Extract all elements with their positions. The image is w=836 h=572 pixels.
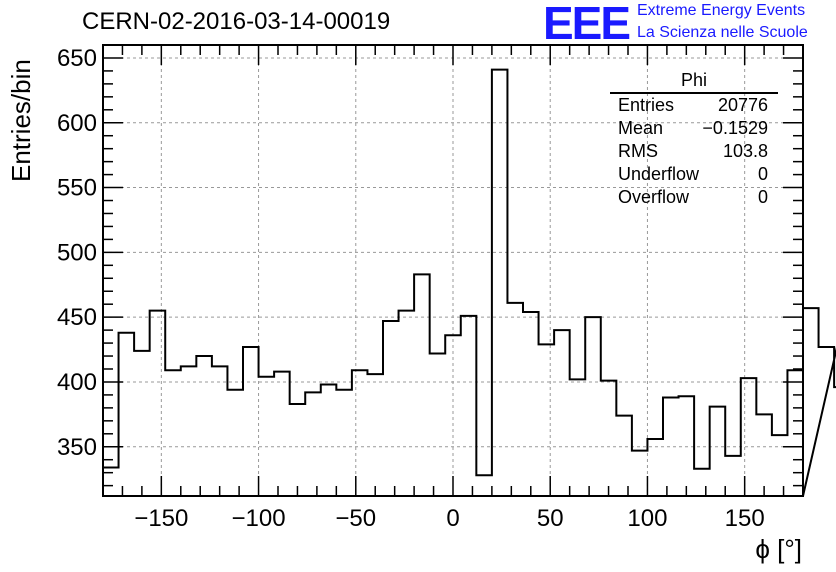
y-tick-label: 450 <box>57 304 97 331</box>
stats-label: Mean <box>618 118 664 138</box>
axis-ticks <box>102 44 804 496</box>
stats-value: 103.8 <box>722 141 768 161</box>
eee-logo: EEE <box>543 0 631 49</box>
stats-name: Phi <box>610 70 778 94</box>
stats-value: 0 <box>757 164 768 184</box>
logo-line-1: Extreme Energy Events <box>637 2 806 19</box>
x-tick-label: 150 <box>725 505 765 532</box>
stats-label: RMS <box>618 141 658 161</box>
stats-label: Entries <box>618 95 675 115</box>
stats-row-overflow: Overflow 0 <box>610 186 778 209</box>
y-tick-label: 550 <box>57 175 97 202</box>
logo-line-2: La Scienza nelle Scuole <box>637 24 808 41</box>
x-tick-label: 50 <box>537 505 564 532</box>
plot-title: CERN-02-2016-03-14-00019 <box>82 8 391 35</box>
stats-label: Overflow <box>618 187 690 207</box>
x-tick-label: 100 <box>627 505 667 532</box>
grid-lines <box>103 45 803 496</box>
histogram-line <box>102 68 836 497</box>
stats-row-rms: RMS 103.8 <box>610 140 778 163</box>
x-axis-label: ϕ [°] <box>755 534 802 564</box>
stats-row-mean: Mean −0.1529 <box>610 117 778 140</box>
stats-value: 20776 <box>717 95 768 115</box>
x-tick-label: −150 <box>134 505 188 532</box>
y-tick-label: 600 <box>57 110 97 137</box>
y-axis-label: Entries/bin <box>6 59 36 182</box>
tick-labels: −150 −100 −50 0 50 100 150 350 400 450 500 550 600 65… <box>57 45 765 532</box>
x-tick-label: 0 <box>446 505 459 532</box>
x-tick-label: −100 <box>232 505 286 532</box>
x-tick-label: −50 <box>335 505 376 532</box>
y-tick-label: 650 <box>57 45 97 72</box>
stats-box: Phi Entries 20776 Mean −0.1529 RMS 103.8… <box>610 70 778 209</box>
stats-value: −0.1529 <box>702 118 768 138</box>
stats-label: Underflow <box>618 164 700 184</box>
y-tick-label: 400 <box>57 369 97 396</box>
stats-row-entries: Entries 20776 <box>610 94 778 117</box>
stats-value: 0 <box>757 187 768 207</box>
stats-row-underflow: Underflow 0 <box>610 163 778 186</box>
y-tick-label: 350 <box>57 434 97 461</box>
y-tick-label: 500 <box>57 239 97 266</box>
